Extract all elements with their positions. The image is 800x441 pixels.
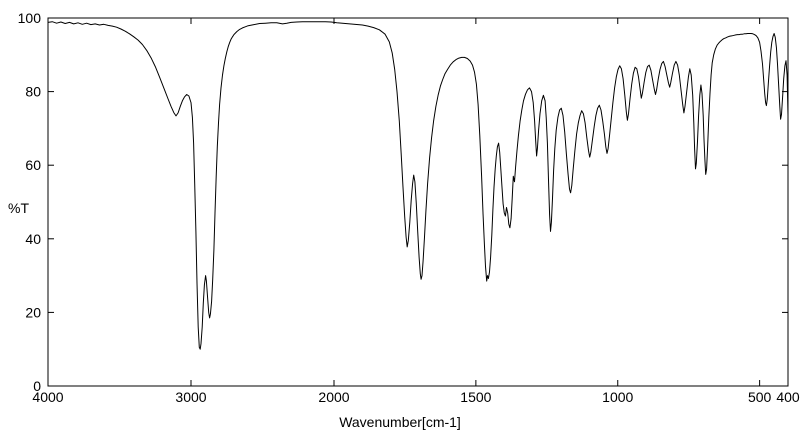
- y-tick-label: 80: [25, 84, 41, 100]
- x-tick-label: 4000: [32, 389, 63, 405]
- x-tick-label: 1000: [602, 389, 633, 405]
- y-tick-label: 20: [25, 304, 41, 320]
- x-tick-label: 2000: [318, 389, 349, 405]
- y-tick-label: 60: [25, 157, 41, 173]
- y-axis-title: %T: [8, 200, 29, 216]
- y-tick-label: 100: [18, 10, 42, 26]
- y-tick-label: 40: [25, 231, 41, 247]
- y-tick-label: 0: [33, 378, 41, 394]
- x-tick-label: 1500: [460, 389, 491, 405]
- x-tick-label: 500: [748, 389, 772, 405]
- x-tick-label: 3000: [175, 389, 206, 405]
- spectrum-line: [47, 21, 789, 350]
- plot-border: [47, 17, 789, 387]
- spectrum-curve: [47, 21, 789, 350]
- x-axis-title: Wavenumber[cm-1]: [339, 414, 461, 430]
- x-tick-label: 400: [776, 389, 800, 405]
